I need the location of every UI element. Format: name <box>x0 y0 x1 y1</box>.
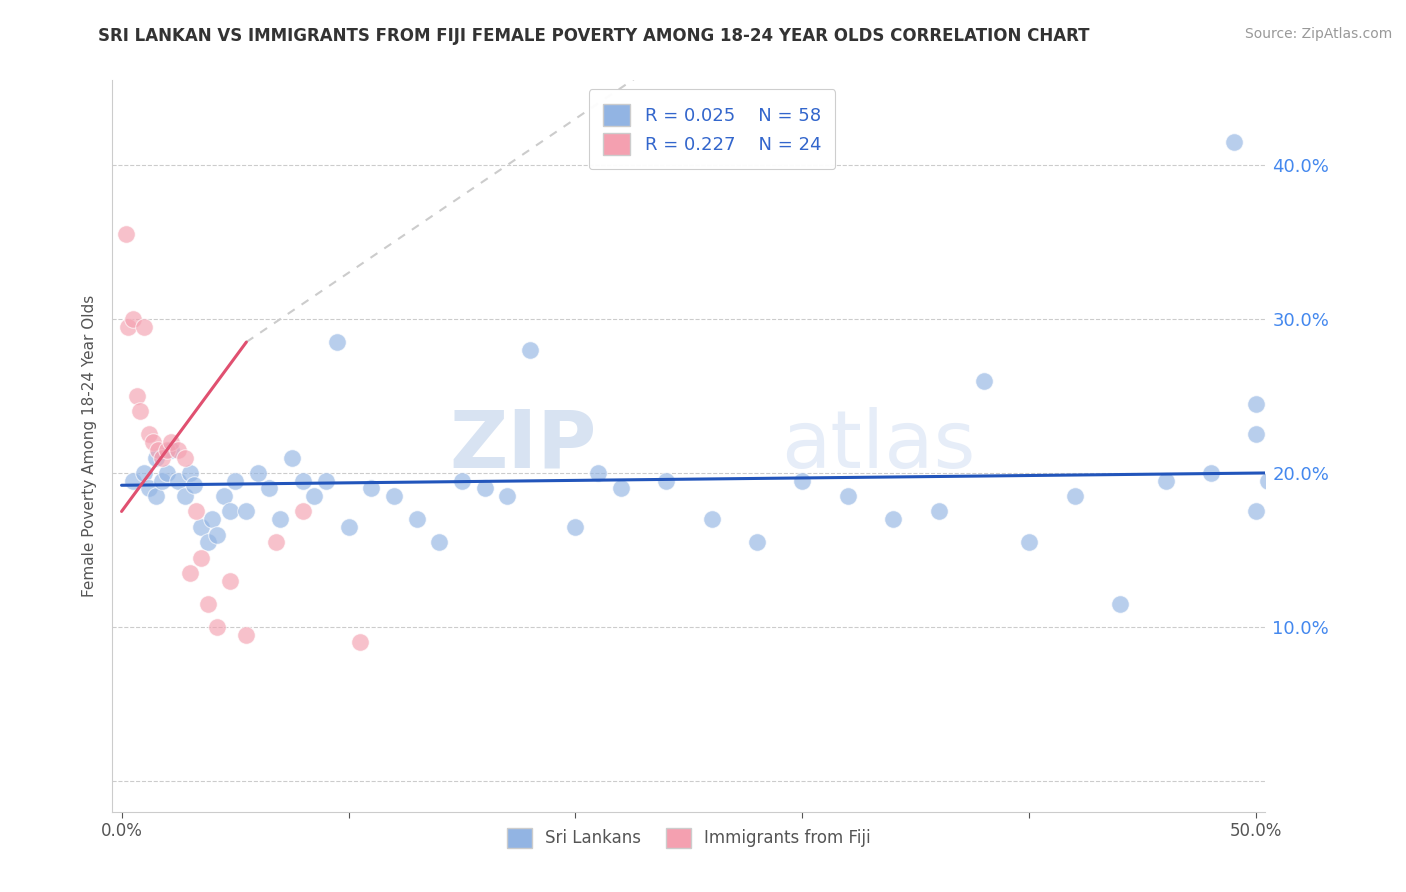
Point <box>146 442 169 457</box>
Point <box>304 489 326 503</box>
Point <box>1018 535 1040 549</box>
Point <box>292 504 315 518</box>
Point <box>474 481 496 495</box>
Point <box>1109 597 1132 611</box>
Point <box>160 442 183 457</box>
Point <box>156 442 179 457</box>
Point <box>134 466 156 480</box>
Point <box>973 374 995 388</box>
Point <box>179 566 201 580</box>
Point <box>167 474 190 488</box>
Point <box>315 474 337 488</box>
Point <box>745 535 768 549</box>
Point <box>610 481 633 495</box>
Point <box>115 227 138 242</box>
Point <box>326 334 349 349</box>
Point <box>145 489 167 503</box>
Text: ZIP: ZIP <box>450 407 596 485</box>
Point <box>427 535 450 549</box>
Point <box>382 489 405 503</box>
Point <box>212 489 235 503</box>
Point <box>700 512 723 526</box>
Point <box>235 504 257 518</box>
Point <box>117 319 139 334</box>
Point <box>451 474 474 488</box>
Point <box>167 442 190 457</box>
Y-axis label: Female Poverty Among 18-24 Year Olds: Female Poverty Among 18-24 Year Olds <box>82 295 97 597</box>
Point <box>190 550 212 565</box>
Point <box>197 535 219 549</box>
Point <box>160 435 183 450</box>
Legend: Sri Lankans, Immigrants from Fiji: Sri Lankans, Immigrants from Fiji <box>501 821 877 855</box>
Point <box>246 466 269 480</box>
Point <box>1199 466 1222 480</box>
Text: Source: ZipAtlas.com: Source: ZipAtlas.com <box>1244 27 1392 41</box>
Point <box>219 574 242 588</box>
Point <box>122 312 145 326</box>
Text: SRI LANKAN VS IMMIGRANTS FROM FIJI FEMALE POVERTY AMONG 18-24 YEAR OLDS CORRELAT: SRI LANKAN VS IMMIGRANTS FROM FIJI FEMAL… <box>98 27 1090 45</box>
Point <box>519 343 541 357</box>
Point <box>264 535 287 549</box>
Point <box>138 481 160 495</box>
Point <box>127 389 149 403</box>
Point <box>360 481 382 495</box>
Point <box>219 504 242 518</box>
Point <box>349 635 371 649</box>
Text: atlas: atlas <box>782 407 976 485</box>
Point <box>152 450 174 465</box>
Point <box>1222 135 1244 149</box>
Point <box>174 489 197 503</box>
Point <box>928 504 950 518</box>
Point <box>1246 397 1268 411</box>
Point <box>405 512 427 526</box>
Point <box>564 520 586 534</box>
Point <box>186 504 208 518</box>
Point <box>1246 427 1268 442</box>
Point <box>281 450 304 465</box>
Point <box>337 520 360 534</box>
Point <box>1246 504 1268 518</box>
Point <box>586 466 609 480</box>
Point <box>205 620 228 634</box>
Point <box>257 481 280 495</box>
Point <box>201 512 224 526</box>
Point <box>882 512 904 526</box>
Point <box>292 474 315 488</box>
Point <box>1063 489 1085 503</box>
Point <box>156 466 179 480</box>
Point <box>145 450 167 465</box>
Point <box>224 474 246 488</box>
Point <box>197 597 219 611</box>
Point <box>142 435 165 450</box>
Point <box>179 466 201 480</box>
Point <box>152 474 174 488</box>
Point <box>655 474 678 488</box>
Point <box>138 427 160 442</box>
Point <box>1154 474 1177 488</box>
Point <box>183 478 205 492</box>
Point <box>174 450 197 465</box>
Point <box>190 520 212 534</box>
Point <box>205 527 228 541</box>
Point <box>128 404 150 418</box>
Point <box>837 489 859 503</box>
Point <box>235 627 257 641</box>
Point <box>496 489 519 503</box>
Point <box>269 512 291 526</box>
Point <box>122 474 145 488</box>
Point <box>792 474 814 488</box>
Point <box>1257 474 1279 488</box>
Point <box>134 319 156 334</box>
